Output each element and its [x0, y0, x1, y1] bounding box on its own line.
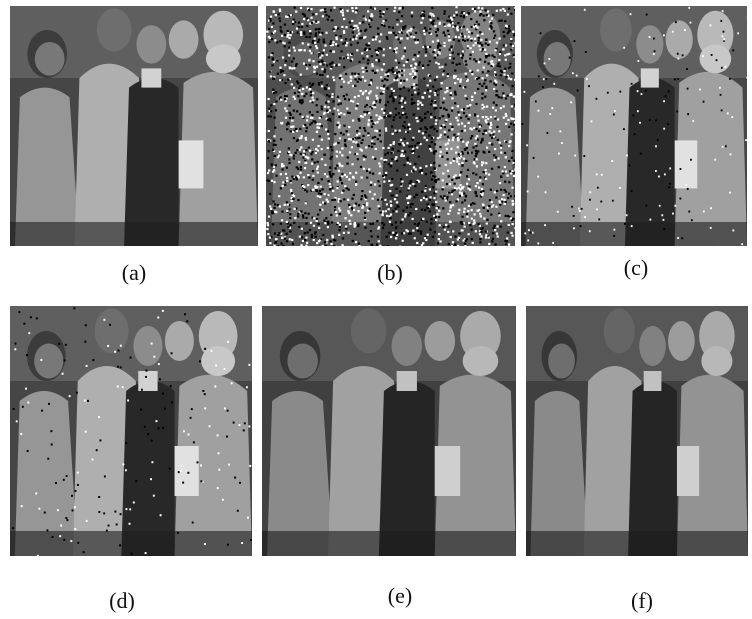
panel-d-caption: (d) [109, 588, 135, 613]
panel-a-image [10, 6, 258, 246]
panel-f-image [526, 306, 748, 556]
panel-b-caption: (b) [377, 260, 403, 285]
panel-c-image [521, 6, 747, 246]
panel-e-caption: (e) [387, 583, 413, 608]
panel-c-caption: (c) [623, 255, 649, 280]
panel-b-image [266, 6, 515, 246]
panel-e-image [262, 306, 516, 556]
panel-f-caption: (f) [631, 588, 653, 613]
panel-a-caption: (a) [121, 260, 147, 285]
panel-d-image [10, 306, 252, 556]
